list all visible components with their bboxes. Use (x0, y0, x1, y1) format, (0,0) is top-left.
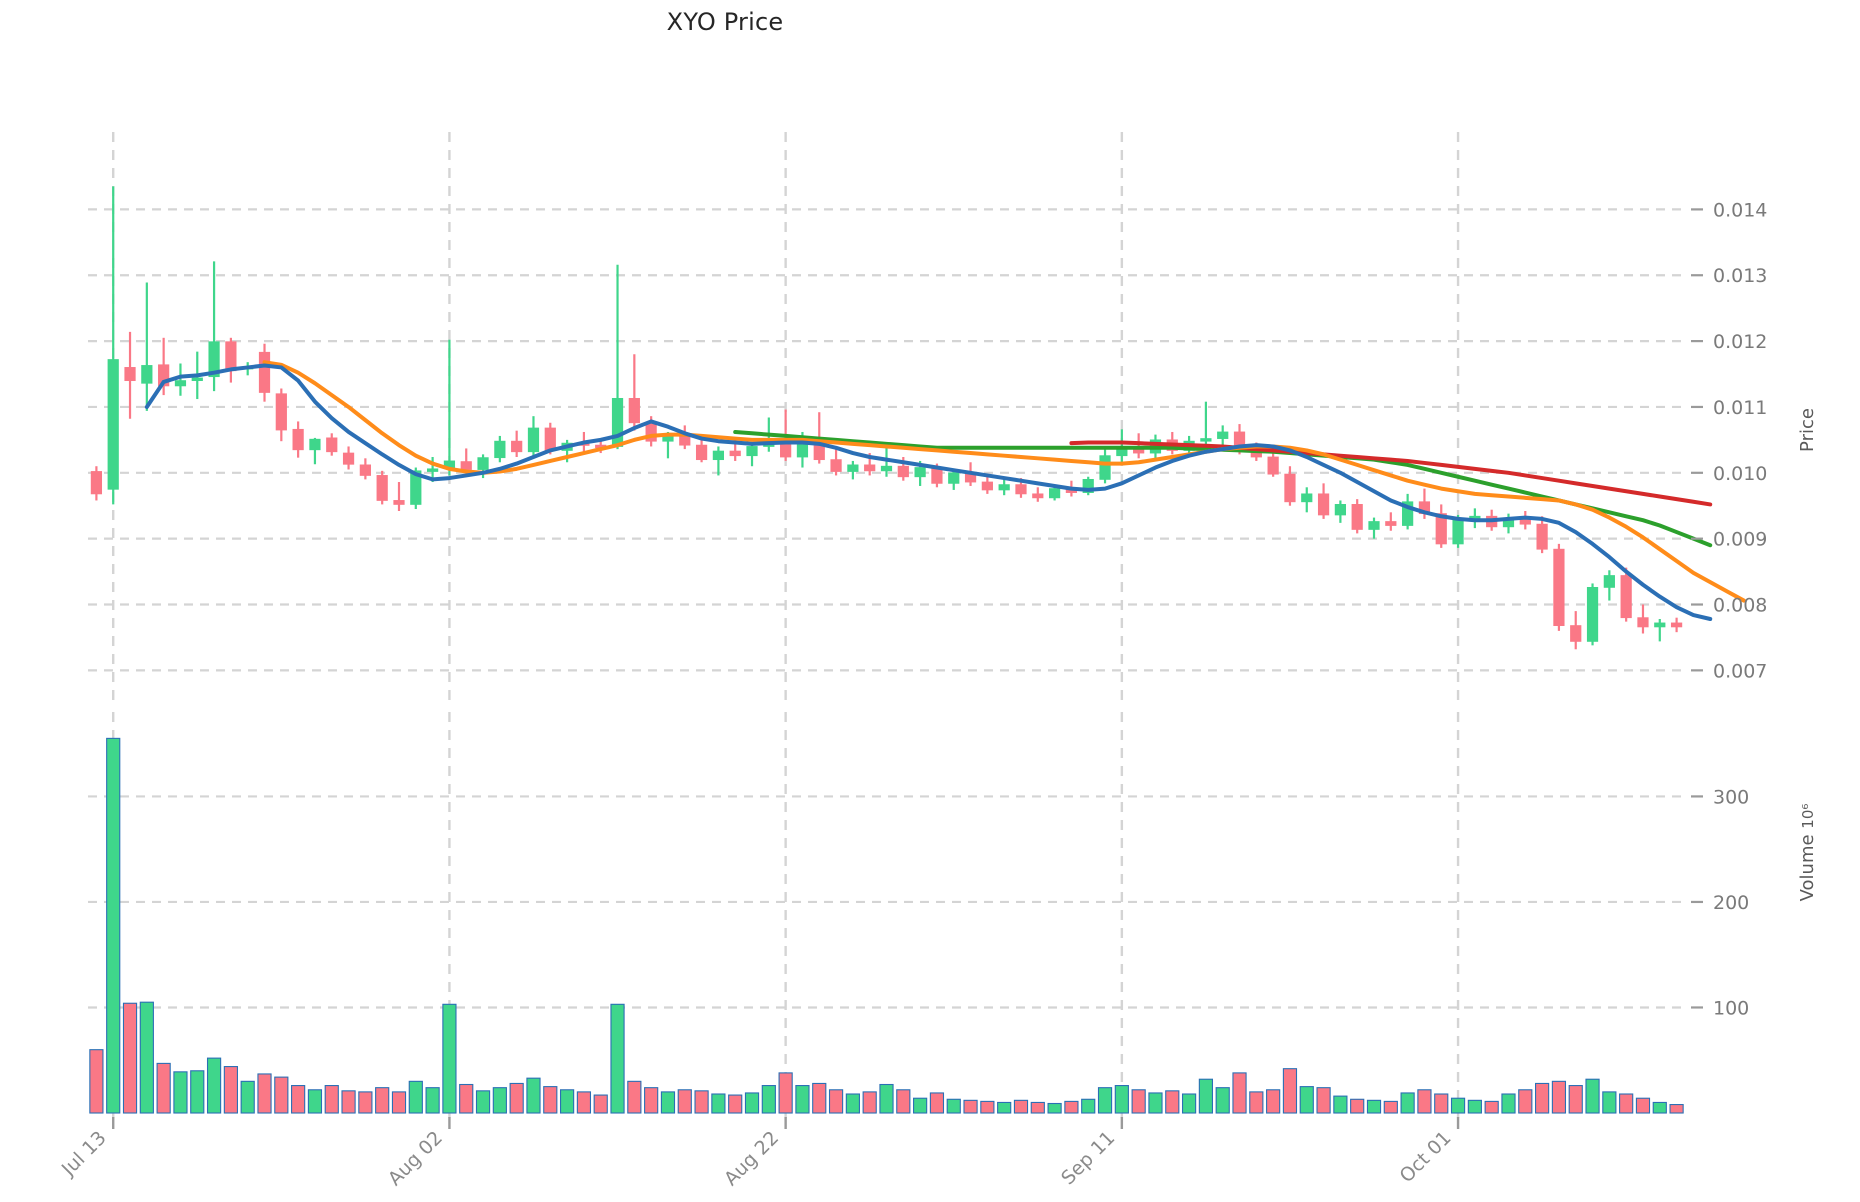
x-tick-label: Aug 22 (720, 1127, 783, 1190)
price-tick-label: 0.007 (1713, 660, 1767, 682)
ma-line-red (1069, 440, 1713, 507)
x-tick-label: Jul 13 (57, 1127, 111, 1181)
moving-average-lines (144, 360, 1746, 621)
volume-tick-label: 200 (1713, 892, 1749, 914)
price-tick-label: 0.010 (1713, 463, 1767, 485)
volume-tick-label: 100 (1713, 997, 1749, 1019)
x-tick-label: Oct 01 (1395, 1127, 1455, 1187)
page-title: XYO Price (666, 8, 784, 36)
ma-line-blue (144, 363, 1713, 621)
price-tick-label: 0.011 (1713, 397, 1767, 419)
price-axis-title: Price (1797, 408, 1818, 452)
price-grid (88, 208, 1685, 672)
vertical-grid (112, 132, 1460, 1121)
price-tick-label: 0.008 (1713, 595, 1767, 617)
price-tick-label: 0.009 (1713, 529, 1767, 551)
price-tick-label: 0.014 (1713, 199, 1767, 221)
price-axis-ticks: 0.014 0.013 0.012 0.011 0.010 0.009 0.008 0.007 (1691, 199, 1767, 682)
x-tick-label: Aug 02 (384, 1127, 447, 1190)
price-tick-label: 0.013 (1713, 265, 1767, 287)
volume-grid (88, 795, 1685, 1009)
x-tick-label: Sep 11 (1057, 1127, 1119, 1189)
volume-axis-ticks: 100 200 300 (1691, 786, 1749, 1019)
volume-bars (89, 737, 1684, 1114)
volume-tick-label: 300 (1713, 786, 1749, 808)
axis-titles: Price Volume 10⁶ (1797, 408, 1818, 901)
volume-axis-title: Volume 10⁶ (1797, 804, 1818, 902)
ma-line-orange (262, 360, 1746, 603)
x-axis-ticks: Jul 13 Aug 02 Aug 22 Sep 11 Oct 01 (57, 1117, 1460, 1190)
price-tick-label: 0.012 (1713, 331, 1767, 353)
